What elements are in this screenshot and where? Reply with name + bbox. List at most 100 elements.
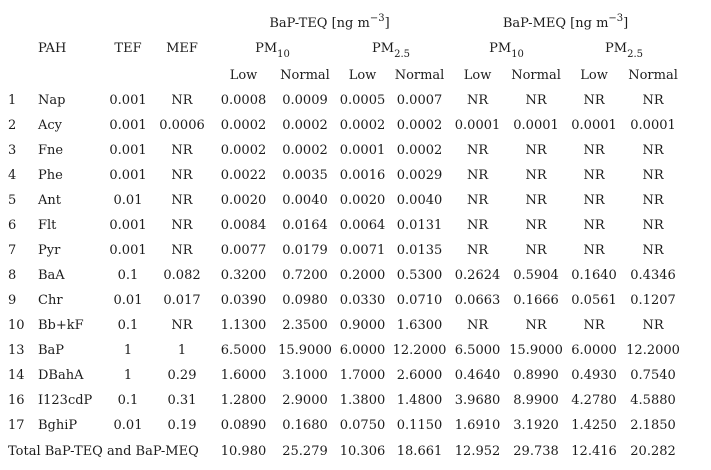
tef-value: 0.001 [109, 168, 147, 183]
row-number: 17 [8, 418, 25, 433]
data-value: 0.0001 [571, 118, 617, 133]
table-row: 13 BaP 1 1 6.5000 15.9000 6.0000 12.2000 6.5000 1… [0, 338, 683, 363]
data-value: NR [525, 93, 547, 108]
data-value: NR [466, 143, 489, 158]
pm-label: PM [255, 40, 278, 56]
meq-unit-text: BaP-MEQ [ng m [502, 16, 609, 31]
data-value: NR [642, 143, 664, 158]
data-value: 0.9000 [339, 318, 386, 333]
pah-equivalents-table: BaP-TEQ [ng m−3] BaP-MEQ [ng m−3] PAH TE… [0, 0, 683, 459]
pah-name: Phe [38, 168, 63, 183]
data-value: 0.7540 [630, 368, 676, 383]
data-value: 2.9000 [282, 393, 328, 408]
data-value: NR [642, 93, 664, 108]
table-row: 6 Flt 0.001 NR 0.0084 0.0164 0.0064 0.0131 NR NR N… [0, 213, 683, 238]
pah-name: Chr [38, 293, 63, 308]
data-value: 0.0020 [339, 193, 386, 208]
table-row: 16 I123cdP 0.1 0.31 1.2800 2.9000 1.3800 1.4800… [0, 388, 683, 413]
data-value: 0.0980 [282, 293, 328, 308]
data-value: 0.0022 [220, 168, 267, 183]
data-value: 1.7000 [339, 368, 386, 383]
total-value: 29.738 [513, 443, 559, 459]
data-value: 3.9680 [454, 393, 501, 408]
data-value: 0.0029 [396, 168, 443, 183]
data-value: 1.6300 [396, 318, 443, 333]
data-value: NR [642, 243, 664, 258]
tef-value: 0.001 [109, 243, 147, 258]
data-value: 0.0663 [454, 293, 501, 308]
subheader-row: Low Normal Low Normal Low Normal Low Nor… [0, 62, 683, 88]
data-value: 1.6910 [454, 418, 501, 433]
subcol-meq-pm25-low: Low [580, 67, 608, 83]
data-value: NR [466, 318, 489, 333]
row-number: 2 [8, 118, 17, 133]
tef-value: 0.1 [117, 393, 139, 408]
data-value: 6.0000 [339, 343, 386, 358]
data-value: NR [642, 318, 664, 333]
data-value: 0.0020 [220, 193, 267, 208]
data-value: 0.4930 [571, 368, 617, 383]
col-header-teq-pm10: PM10 [211, 34, 334, 62]
data-value: 3.1000 [282, 368, 328, 383]
table-row: 4 Phe 0.001 NR 0.0022 0.0035 0.0016 0.0029 NR NR N… [0, 163, 683, 188]
data-value: 0.0002 [282, 143, 328, 158]
data-value: NR [525, 168, 547, 183]
pah-name: Bb+kF [38, 318, 84, 333]
pah-name: Pyr [38, 243, 61, 258]
mef-value: 0.31 [167, 393, 197, 408]
total-label: Total BaP-TEQ and BaP-MEQ [8, 443, 199, 459]
data-value: NR [583, 318, 605, 333]
pah-name: I123cdP [38, 393, 93, 408]
table-row: 17 BghiP 0.01 0.19 0.0890 0.1680 0.0750 0.1150 1… [0, 413, 683, 438]
table-row: 5 Ant 0.01 NR 0.0020 0.0040 0.0020 0.0040 NR NR NR… [0, 188, 683, 213]
data-value: NR [525, 318, 547, 333]
row-number: 6 [8, 218, 17, 233]
group-header-row: BaP-TEQ [ng m−3] BaP-MEQ [ng m−3] [0, 0, 683, 34]
data-value: 0.0035 [282, 168, 328, 183]
tef-value: 0.01 [113, 293, 143, 308]
data-value: 0.0007 [396, 93, 443, 108]
mef-value: NR [171, 168, 193, 183]
table-row: 2 Acy 0.001 0.0006 0.0002 0.0002 0.0002 0.0002 0… [0, 113, 683, 138]
pah-name: BghiP [38, 418, 78, 433]
table-row: 7 Pyr 0.001 NR 0.0077 0.0179 0.0071 0.0135 NR NR N… [0, 238, 683, 263]
meq-unit-close: ] [623, 16, 629, 31]
data-value: 0.3200 [220, 268, 267, 283]
data-value: 0.0710 [396, 293, 443, 308]
data-value: 0.1150 [396, 418, 443, 433]
data-value: 0.0001 [630, 118, 676, 133]
data-value: NR [525, 143, 547, 158]
mef-value: NR [171, 318, 193, 333]
data-value: NR [466, 218, 489, 233]
pah-name: Flt [38, 218, 57, 233]
pm-size-subscript: 10 [277, 49, 290, 61]
data-value: 2.6000 [396, 368, 443, 383]
table-row: 1 Nap 0.001 NR 0.0008 0.0009 0.0005 0.0007 NR NR N… [0, 88, 683, 113]
subcol-teq-pm10-normal: Normal [280, 67, 330, 83]
col-header-mef: MEF [166, 40, 198, 56]
table-body: 1 Nap 0.001 NR 0.0008 0.0009 0.0005 0.0007 NR NR N… [0, 88, 683, 438]
data-value: 0.0002 [396, 143, 443, 158]
data-value: 3.1920 [513, 418, 559, 433]
table-row: 14 DBahA 1 0.29 1.6000 3.1000 1.7000 2.6000 0.46… [0, 363, 683, 388]
row-number: 7 [8, 243, 17, 258]
col-header-meq-pm10: PM10 [448, 34, 565, 62]
data-value: 0.0005 [339, 93, 386, 108]
data-value: 15.9000 [509, 343, 563, 358]
row-number: 13 [8, 343, 25, 358]
table-row: 9 Chr 0.01 0.017 0.0390 0.0980 0.0330 0.0710 0.0… [0, 288, 683, 313]
tef-value: 0.001 [109, 118, 147, 133]
tef-value: 0.01 [113, 418, 143, 433]
meq-unit-exponent: −3 [608, 12, 624, 24]
pah-name: BaA [38, 268, 65, 283]
spacer-cell [0, 62, 211, 88]
mef-value: NR [171, 193, 193, 208]
row-number: 14 [8, 368, 25, 383]
mef-value: NR [171, 93, 193, 108]
data-value: NR [642, 168, 664, 183]
subcol-meq-pm10-normal: Normal [511, 67, 561, 83]
data-value: 0.0135 [396, 243, 443, 258]
data-value: 1.3800 [339, 393, 386, 408]
subcol-meq-pm25-normal: Normal [628, 67, 678, 83]
pm-label: PM [372, 40, 395, 56]
